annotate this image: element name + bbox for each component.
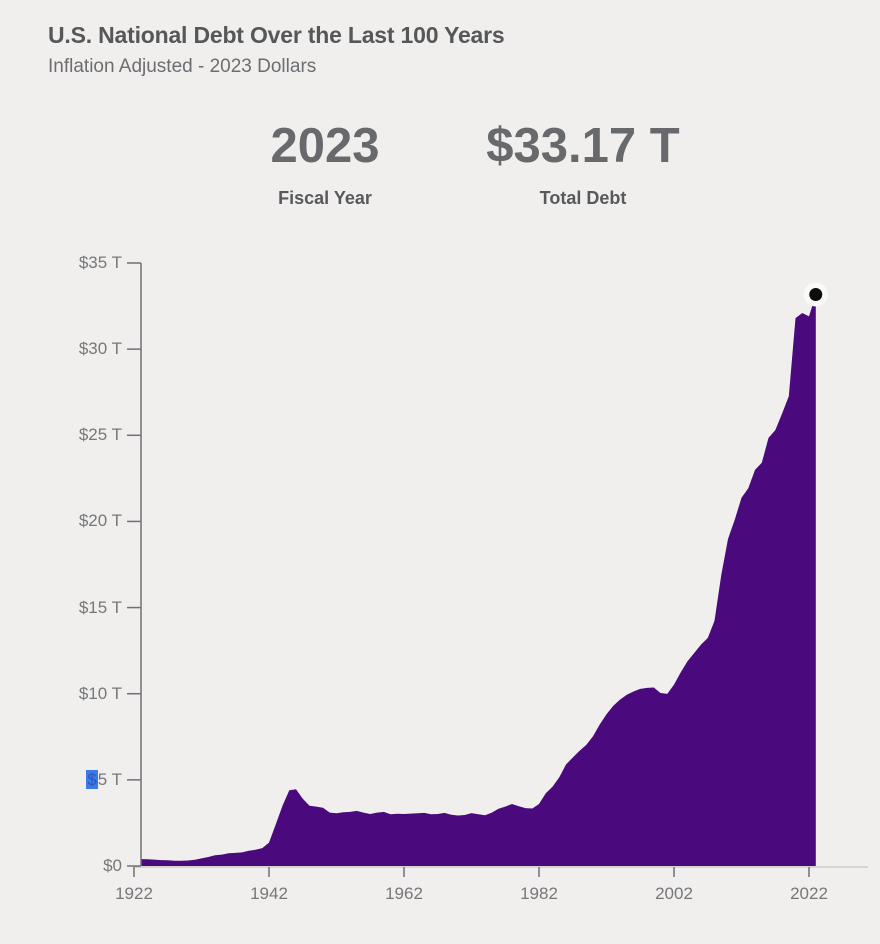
y-tick-label: $5 T <box>86 769 122 789</box>
y-tick-label: $0 <box>103 856 122 875</box>
x-tick-label: 2022 <box>790 884 828 903</box>
stat-fiscal-year: 2023 Fiscal Year <box>270 122 379 209</box>
chart-title: U.S. National Debt Over the Last 100 Yea… <box>48 22 505 48</box>
x-tick-label: 1922 <box>115 884 153 903</box>
x-tick-label: 1942 <box>250 884 288 903</box>
chart-subtitle: Inflation Adjusted - 2023 Dollars <box>48 56 317 77</box>
end-point-marker[interactable] <box>809 288 823 302</box>
stat-total-debt: $33.17 T Total Debt <box>486 122 679 209</box>
fiscal-year-label: Fiscal Year <box>278 188 372 208</box>
y-tick-label: $30 T <box>78 339 122 359</box>
x-tick-label: 1982 <box>520 884 558 903</box>
chart-header: U.S. National Debt Over the Last 100 Yea… <box>48 22 505 78</box>
total-debt-label: Total Debt <box>539 188 627 208</box>
debt-area[interactable] <box>141 294 816 867</box>
y-tick-label: $15 T <box>78 597 122 617</box>
total-debt-value: $33.17 T <box>486 119 680 173</box>
x-tick-label: 2002 <box>655 884 693 903</box>
x-tick-label: 1962 <box>385 884 423 903</box>
y-tick-label: $20 T <box>78 511 122 531</box>
y-tick-label: $10 T <box>78 683 122 703</box>
selected-text-highlight: $ <box>86 769 98 789</box>
y-tick-label: $35 T <box>78 253 122 272</box>
y-tick-label: $25 T <box>78 425 122 445</box>
fiscal-year-value: 2023 <box>270 119 380 173</box>
